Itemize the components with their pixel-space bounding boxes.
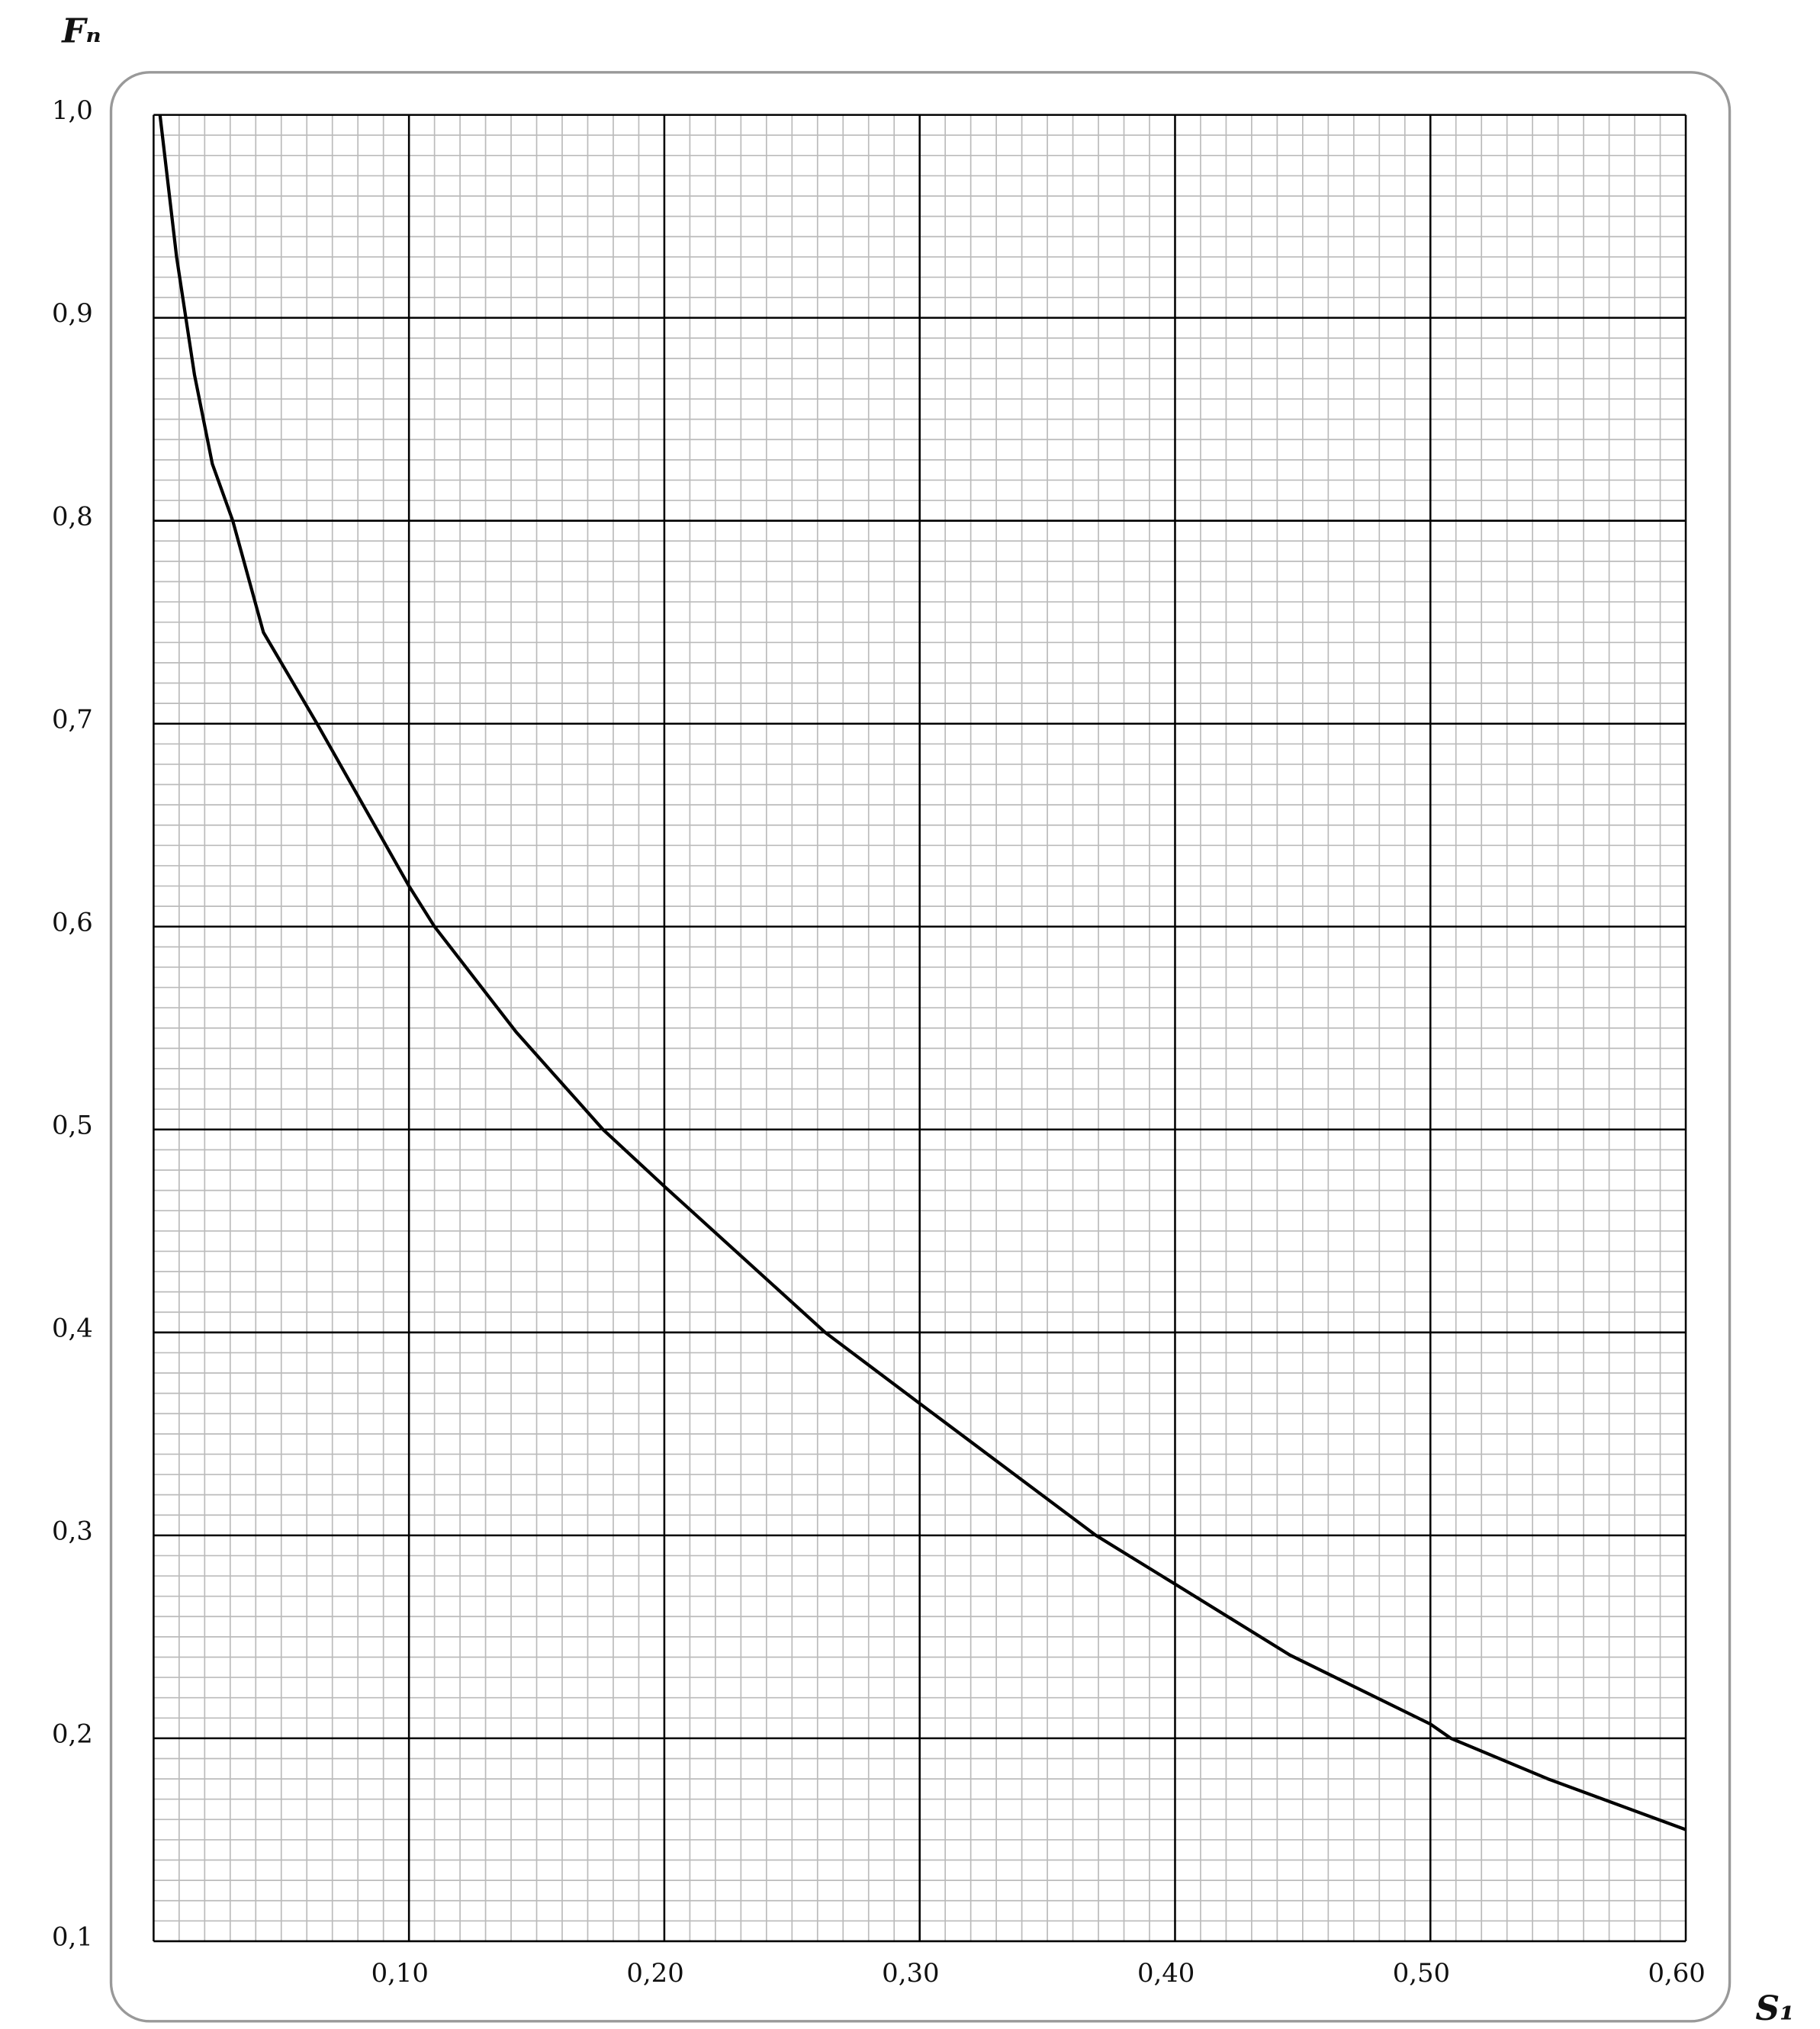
x-axis-title: S₁ <box>1755 1989 1794 2028</box>
x-tick-label: 0,30 <box>882 1958 939 1988</box>
y-tick-label: 0,7 <box>52 704 93 734</box>
data-line <box>158 114 1687 1831</box>
y-tick-label: 0,6 <box>52 907 93 937</box>
major-grid <box>153 114 1687 1943</box>
y-tick-label: 0,9 <box>52 298 93 328</box>
x-tick-label: 0,40 <box>1137 1958 1195 1988</box>
y-tick-label: 1,0 <box>52 95 93 125</box>
y-tick-label: 0,5 <box>52 1110 93 1140</box>
x-tick-label: 0,10 <box>371 1958 429 1988</box>
y-tick-label: 0,3 <box>52 1516 93 1545</box>
x-tick-label: 0,20 <box>626 1958 683 1988</box>
y-axis-title: Fₙ <box>60 11 101 50</box>
x-tick-label: 0,50 <box>1393 1958 1450 1988</box>
y-tick-label: 0,2 <box>52 1719 93 1749</box>
y-tick-label: 0,8 <box>52 501 93 531</box>
y-tick-label: 0,4 <box>52 1313 93 1342</box>
chart-frame <box>109 71 1732 2023</box>
x-tick-label: 0,60 <box>1648 1958 1706 1988</box>
y-tick-label: 0,1 <box>52 1922 93 1952</box>
